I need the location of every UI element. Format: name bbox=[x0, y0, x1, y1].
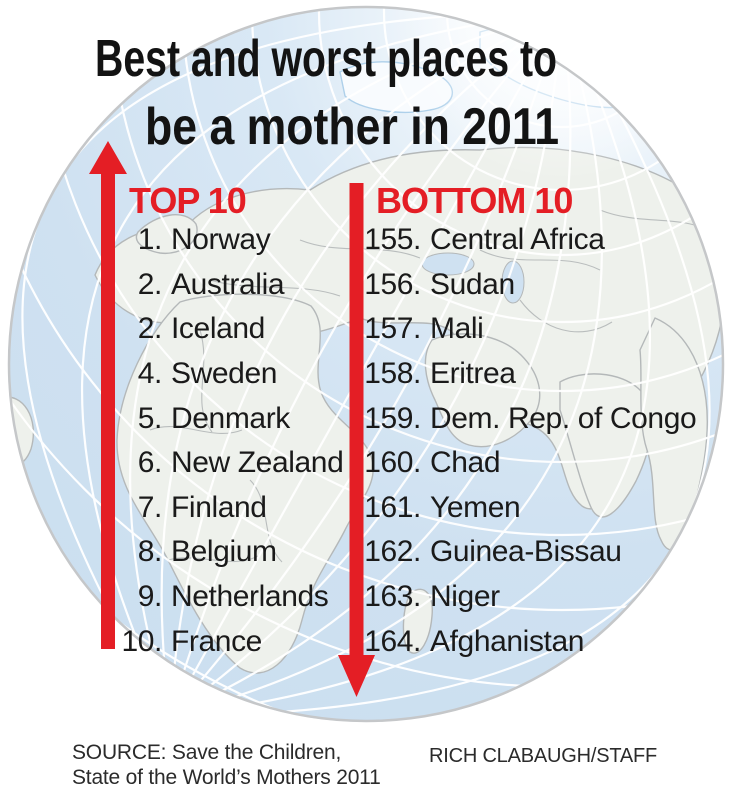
country-name: Norway bbox=[171, 223, 271, 257]
table-row: 7. Finland bbox=[70, 486, 343, 531]
source-line2: State of the World’s Mothers 2011 bbox=[72, 765, 381, 789]
page-title-line1: Best and worst places to bbox=[95, 30, 557, 88]
country-name: New Zealand bbox=[171, 446, 344, 480]
rank-number: 2. bbox=[137, 267, 163, 301]
country-name: Australia bbox=[171, 267, 285, 301]
rank-number: 9. bbox=[137, 580, 163, 614]
rank-number: 8. bbox=[137, 535, 163, 569]
country-borders bbox=[149, 209, 713, 563]
table-row: 160. Chad bbox=[301, 441, 696, 486]
rank-number: 161. bbox=[364, 490, 421, 524]
landmasses bbox=[8, 146, 724, 674]
country-name: Belgium bbox=[171, 535, 277, 569]
rank-number: 4. bbox=[137, 357, 163, 391]
rank-number: 159. bbox=[364, 401, 421, 435]
table-row: 156. Sudan bbox=[301, 263, 696, 308]
country-name: Netherlands bbox=[171, 580, 329, 614]
country-name: France bbox=[171, 624, 262, 658]
country-name: Afghanistan bbox=[430, 624, 585, 658]
rank-number: 158. bbox=[364, 357, 421, 391]
table-row: 6. New Zealand bbox=[70, 441, 344, 486]
bottom10-header: BOTTOM 10 bbox=[376, 180, 573, 221]
rank-number: 156. bbox=[364, 267, 421, 301]
top10-header: TOP 10 bbox=[129, 180, 247, 221]
source-attribution: SOURCE: Save the Children, State of the … bbox=[72, 741, 381, 790]
bottom10-down-arrow-icon bbox=[338, 183, 375, 697]
rank-number: 10. bbox=[121, 624, 162, 658]
table-row: 159. Dem. Rep. of Congo bbox=[301, 396, 696, 441]
top10-up-arrow-icon bbox=[89, 141, 127, 649]
table-row: 10. France bbox=[70, 619, 343, 664]
country-name: Sweden bbox=[171, 357, 278, 391]
country-name: Central Africa bbox=[430, 223, 605, 257]
table-row: 162. Guinea-Bissau bbox=[301, 530, 696, 575]
country-name: Guinea-Bissau bbox=[430, 535, 622, 569]
rank-number: 1. bbox=[137, 223, 163, 257]
rank-number: 6. bbox=[137, 446, 163, 480]
country-name: Eritrea bbox=[430, 357, 516, 391]
country-name: Niger bbox=[430, 580, 500, 614]
artist-credit: RICH CLABAUGH/STAFF bbox=[429, 745, 658, 767]
country-name: Sudan bbox=[430, 267, 515, 301]
rank-number: 155. bbox=[364, 223, 421, 257]
inland-seas bbox=[421, 252, 525, 304]
rank-number: 164. bbox=[364, 624, 421, 658]
table-row: 157. Mali bbox=[301, 307, 696, 352]
table-row: 4. Sweden bbox=[70, 352, 343, 397]
rank-number: 163. bbox=[364, 580, 421, 614]
rank-number: 5. bbox=[137, 401, 163, 435]
rank-number: 157. bbox=[364, 312, 421, 346]
table-row: 163. Niger bbox=[301, 575, 696, 620]
page-title-line2: be a mother in 2011 bbox=[145, 98, 559, 156]
country-name: Mali bbox=[430, 312, 484, 346]
country-name: Chad bbox=[430, 446, 501, 480]
table-row: 8. Belgium bbox=[70, 530, 343, 575]
top10-list: 1. Norway 2. Australia 2. Iceland 4. Sweden … bbox=[70, 218, 343, 664]
table-row: 2. Australia bbox=[70, 263, 343, 308]
country-name: Yemen bbox=[430, 490, 521, 524]
rank-number: 2. bbox=[137, 312, 163, 346]
table-row: 161. Yemen bbox=[301, 486, 696, 531]
source-line1: SOURCE: Save the Children, bbox=[72, 741, 342, 764]
country-name: Iceland bbox=[171, 312, 265, 346]
table-row: 1. Norway bbox=[70, 218, 343, 263]
bottom10-list: 155. Central Africa 156. Sudan 157. Mali 15… bbox=[301, 218, 696, 664]
table-row: 164. Afghanistan bbox=[301, 619, 696, 664]
globe-rim bbox=[7, 5, 725, 723]
title-block: Best and worst places to be a mother in … bbox=[95, 30, 559, 156]
rank-number: 7. bbox=[137, 490, 163, 524]
country-name: Finland bbox=[171, 490, 267, 524]
rank-number: 160. bbox=[364, 446, 421, 480]
table-row: 9. Netherlands bbox=[70, 575, 343, 620]
table-row: 2. Iceland bbox=[70, 307, 343, 352]
country-name: Dem. Rep. of Congo bbox=[430, 401, 697, 435]
country-name: Denmark bbox=[171, 401, 290, 435]
table-row: 5. Denmark bbox=[70, 396, 343, 441]
table-row: 158. Eritrea bbox=[301, 352, 696, 397]
rank-number: 162. bbox=[364, 535, 421, 569]
table-row: 155. Central Africa bbox=[301, 218, 696, 263]
